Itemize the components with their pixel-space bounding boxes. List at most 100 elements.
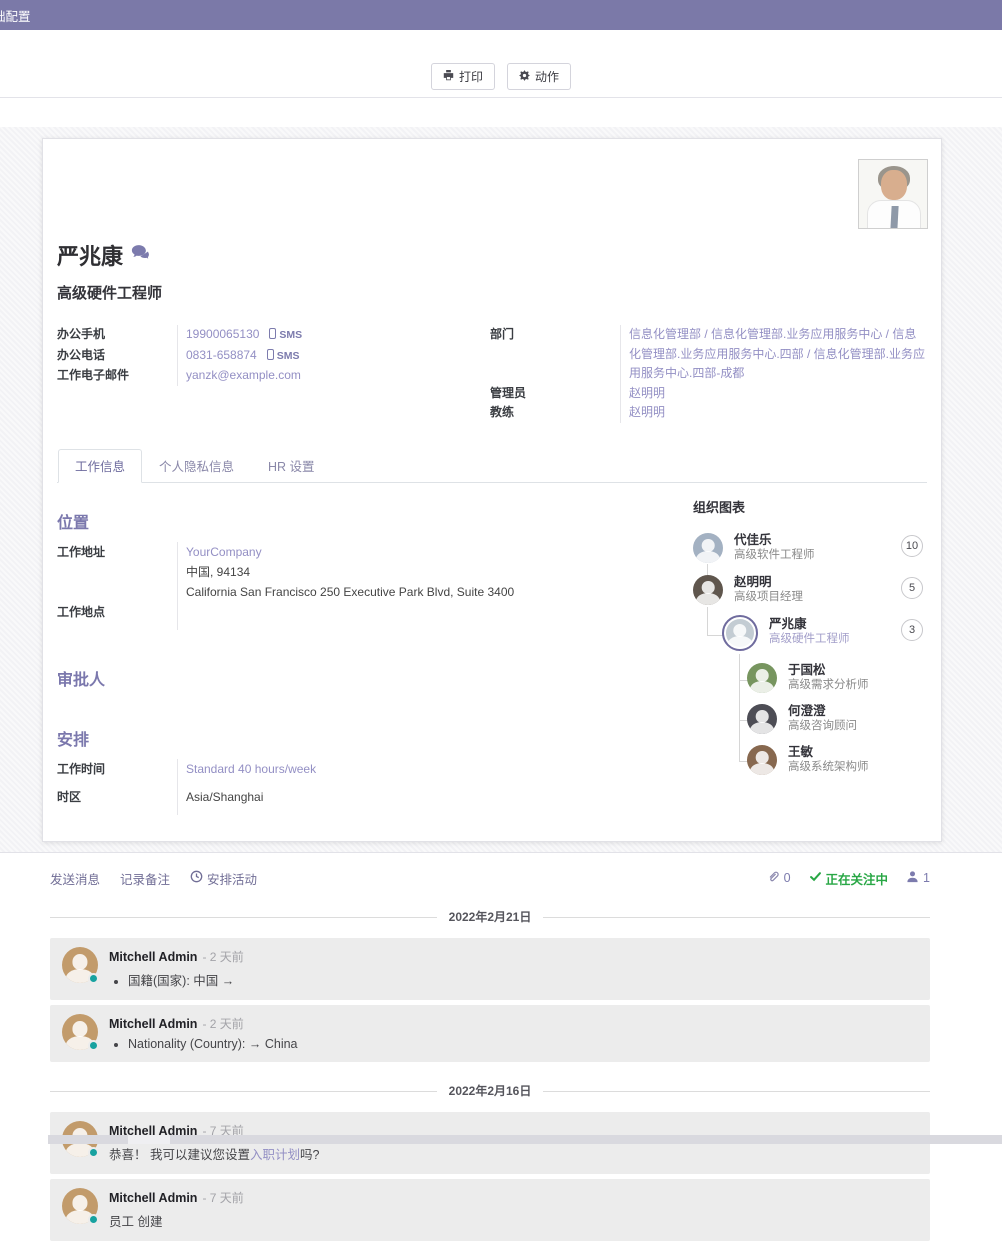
org-chart-pane: 组织图表 代佳乐 高级软件工程师 10 赵明明 高级项目经理 5 严兆康 高级硬件工程师 3 于国… [685, 483, 927, 815]
field-value: Standard 40 hours/week [177, 758, 685, 787]
field-value-link[interactable]: 信息化管理部 / 信息化管理部.业务应用服务中心 / 信息化管理部.业务应用服务… [629, 327, 926, 380]
form-field-row: 工作时间 Standard 40 hours/week [57, 758, 685, 787]
date-separator: 2022年2月21日 [50, 908, 930, 926]
gear-icon [519, 69, 530, 84]
field-value-line: Asia/Shanghai [186, 789, 264, 804]
field-value: yanzk@example.com [177, 366, 490, 386]
org-connector [739, 653, 748, 681]
print-button[interactable]: 打印 [430, 63, 495, 90]
followers-counter[interactable]: 1 [906, 870, 930, 886]
message-text-part: 恭喜！ 我可以建议您设置 [109, 1147, 250, 1162]
field-label: 办公电话 [57, 347, 106, 362]
send-message-button[interactable]: 发送消息 [50, 869, 100, 888]
employee-photo[interactable] [858, 159, 928, 229]
org-connector [739, 720, 748, 762]
org-chart-person[interactable]: 王敏 高级系统架构师 [693, 742, 927, 783]
avatar [747, 703, 777, 734]
field-value-link[interactable]: yanzk@example.com [186, 368, 301, 382]
message-content: 恭喜！ 我可以建议您设置入职计划吗? [109, 1144, 319, 1163]
attachments-counter[interactable]: 0 [767, 870, 791, 886]
form-field-row: 办公电话 0831-658874 SMS [57, 345, 490, 366]
org-chart-person[interactable]: 严兆康 高级硬件工程师 3 [693, 614, 927, 660]
action-button[interactable]: 动作 [507, 63, 572, 90]
field-value-link[interactable]: 赵明明 [629, 405, 666, 419]
following-toggle[interactable]: 正在关注中 [809, 869, 888, 888]
avatar [747, 744, 777, 775]
message-author[interactable]: Mitchell Admin [109, 1190, 198, 1205]
contact-fields-group: 办公手机 19900065130 SMS 办公电话 0831-658874 SMS 工作电子… [57, 325, 490, 423]
org-person-name: 王敏 [788, 744, 814, 759]
avatar [722, 614, 758, 651]
field-value: 信息化管理部 / 信息化管理部.业务应用服务中心 / 信息化管理部.业务应用服务… [620, 325, 927, 384]
tab-个人隐私信息[interactable]: 个人隐私信息 [142, 449, 251, 483]
message-header: Mitchell Admin - 7 天前 [109, 1189, 244, 1206]
message-author[interactable]: Mitchell Admin [109, 949, 198, 964]
field-value-link[interactable]: 0831-658874 [186, 347, 257, 362]
sms-button[interactable]: SMS [269, 328, 302, 341]
message-text-part: 吗? [300, 1147, 320, 1162]
photo-tie [890, 206, 899, 228]
org-chart-person[interactable]: 代佳乐 高级软件工程师 10 [693, 530, 927, 572]
message-avatar[interactable] [62, 1187, 99, 1225]
field-value-link[interactable]: 赵明明 [629, 385, 666, 400]
message-text-part: 员工 创建 [109, 1214, 163, 1229]
message-text-part: Nationality (Country): → China [128, 1036, 298, 1051]
org-person-name: 于国松 [788, 662, 826, 677]
paperclip-icon [767, 870, 780, 886]
schedule-activity-button[interactable]: 安排活动 [190, 869, 257, 888]
photo-face [881, 170, 907, 200]
org-chart-person[interactable]: 于国松 高级需求分析师 [693, 660, 927, 701]
date-separator-label: 2022年2月16日 [436, 1083, 544, 1098]
message-header: Mitchell Admin - 2 天前 [109, 948, 244, 965]
tab-工作信息[interactable]: 工作信息 [58, 448, 143, 483]
chatter: 发送消息 记录备注 安排活动 0 正在关注中 1 2022年2月21日 Mitch… [0, 851, 1002, 1241]
scrollbar-segment [128, 1135, 170, 1144]
check-icon [809, 870, 822, 886]
mobile-icon [269, 328, 277, 339]
log-note-button[interactable]: 记录备注 [120, 869, 170, 888]
org-chart-person[interactable]: 何澄澄 高级咨询顾问 [693, 701, 927, 742]
org-person-text: 赵明明 高级项目经理 [734, 572, 803, 605]
field-value-link[interactable]: Standard 40 hours/week [186, 761, 317, 776]
message-avatar[interactable] [62, 1013, 99, 1051]
field-label: 工作电子邮件 [57, 368, 130, 382]
tab-HR 设置[interactable]: HR 设置 [251, 449, 332, 483]
online-status-dot [88, 972, 99, 984]
message-link[interactable]: 入职计划 [249, 1147, 300, 1162]
form-field-row: 时区 Asia/Shanghai [57, 786, 685, 815]
field-value: Asia/Shanghai [177, 786, 685, 815]
chatter-message: Mitchell Admin - 2 天前 Nationality (Country… [50, 1004, 930, 1062]
avatar [693, 574, 723, 605]
message-timestamp: - 2 天前 [202, 949, 244, 964]
subordinates-count-badge[interactable]: 3 [901, 618, 923, 641]
field-value-link[interactable]: 19900065130 [186, 327, 260, 341]
speech-bubbles-icon[interactable] [131, 244, 152, 267]
horizontal-scrollbar[interactable] [0, 1135, 1002, 1144]
field-label: 管理员 [490, 385, 527, 400]
sms-button[interactable]: SMS [266, 348, 300, 362]
notebook-tabs: 工作信息 个人隐私信息 HR 设置 [57, 448, 927, 483]
date-separator: 2022年2月16日 [50, 1082, 930, 1100]
message-author[interactable]: Mitchell Admin [109, 1123, 198, 1138]
field-label: 时区 [57, 789, 82, 804]
org-person-job: 高级软件工程师 [734, 548, 815, 561]
field-value-link[interactable]: YourCompany [186, 544, 262, 559]
message-avatar[interactable] [62, 946, 99, 984]
subordinates-count-badge[interactable]: 5 [901, 576, 923, 599]
employee-form-sheet: 严兆康 高级硬件工程师 办公手机 19900065130 SMS 办公电话 0831-6… [42, 138, 942, 842]
subordinates-count-badge[interactable]: 10 [901, 534, 923, 557]
field-label: 部门 [490, 327, 515, 341]
online-status-dot [88, 1039, 99, 1051]
org-connector [739, 680, 748, 721]
top-navbar: 础配置 [0, 0, 1002, 30]
department-fields-group: 部门 信息化管理部 / 信息化管理部.业务应用服务中心 / 信息化管理部.业务应用… [490, 325, 927, 423]
message-timestamp: - 2 天前 [202, 1016, 244, 1031]
org-person-job: 高级需求分析师 [788, 678, 869, 691]
navbar-menu-label[interactable]: 础配置 [0, 9, 31, 24]
scrollbar-track[interactable] [48, 1135, 1002, 1144]
org-connector [707, 606, 723, 636]
org-chart-person[interactable]: 赵明明 高级项目经理 5 [693, 572, 927, 614]
message-author[interactable]: Mitchell Admin [109, 1016, 198, 1031]
org-person-text: 严兆康 高级硬件工程师 [769, 614, 850, 647]
online-status-dot [88, 1213, 99, 1225]
